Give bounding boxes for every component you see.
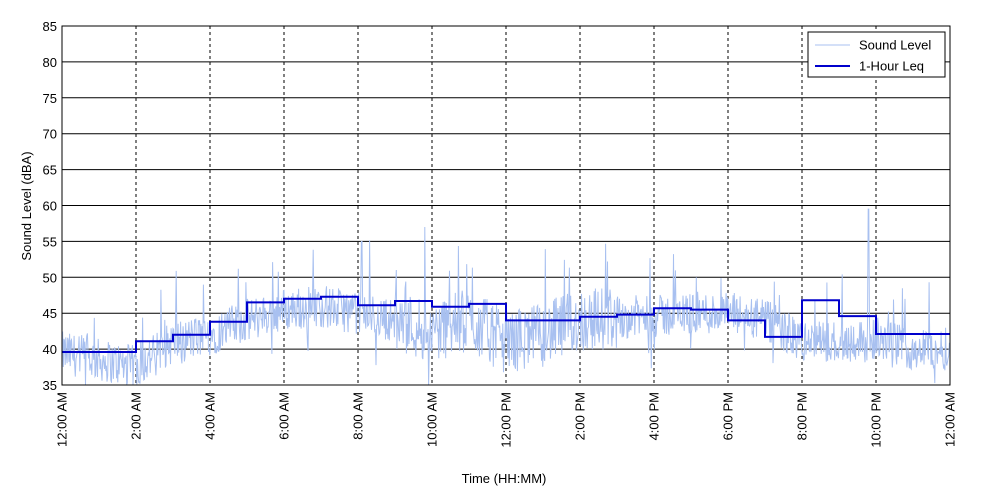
x-tick-label: 2:00 AM [129,392,144,440]
x-tick-label: 4:00 PM [647,392,662,440]
y-tick-label: 60 [43,199,57,214]
y-tick-label: 65 [43,163,57,178]
x-tick-label: 6:00 AM [277,392,292,440]
legend: Sound Level 1-Hour Leq [807,31,946,78]
x-tick-label: 8:00 AM [351,392,366,440]
x-tick-label: 12:00 AM [943,392,958,447]
y-tick-label: 70 [43,127,57,142]
plot-frame [61,25,951,386]
legend-label-sound-level: Sound Level [859,38,931,53]
y-tick-label: 50 [43,270,57,285]
legend-label-leq: 1-Hour Leq [859,59,924,74]
y-axis-ticks: 35 40 45 50 55 60 65 70 75 80 85 [43,19,57,393]
x-tick-label: 6:00 PM [721,392,736,440]
x-tick-label: 4:00 AM [203,392,218,440]
y-tick-label: 45 [43,306,57,321]
x-axis-title: Time (HH:MM) [462,471,547,486]
sound-level-series-line [61,208,951,386]
y-tick-label: 35 [43,378,57,393]
x-tick-label: 12:00 AM [55,392,70,447]
y-axis-title: Sound Level (dBA) [19,151,34,260]
x-tick-label: 2:00 PM [573,392,588,440]
y-tick-label: 55 [43,234,57,249]
x-tick-label: 8:00 PM [795,392,810,440]
x-tick-label: 10:00 PM [869,392,884,448]
y-tick-label: 40 [43,342,57,357]
legend-box [807,31,946,78]
leq-series-line [62,295,950,353]
y-tick-label: 85 [43,19,57,34]
x-tick-label: 12:00 PM [499,392,514,448]
x-tick-label: 10:00 AM [425,392,440,447]
x-axis-ticks: 12:00 AM 2:00 AM 4:00 AM 6:00 AM 8:00 AM 10:0… [55,26,958,448]
y-tick-label: 80 [43,55,57,70]
y-tick-label: 75 [43,91,57,106]
